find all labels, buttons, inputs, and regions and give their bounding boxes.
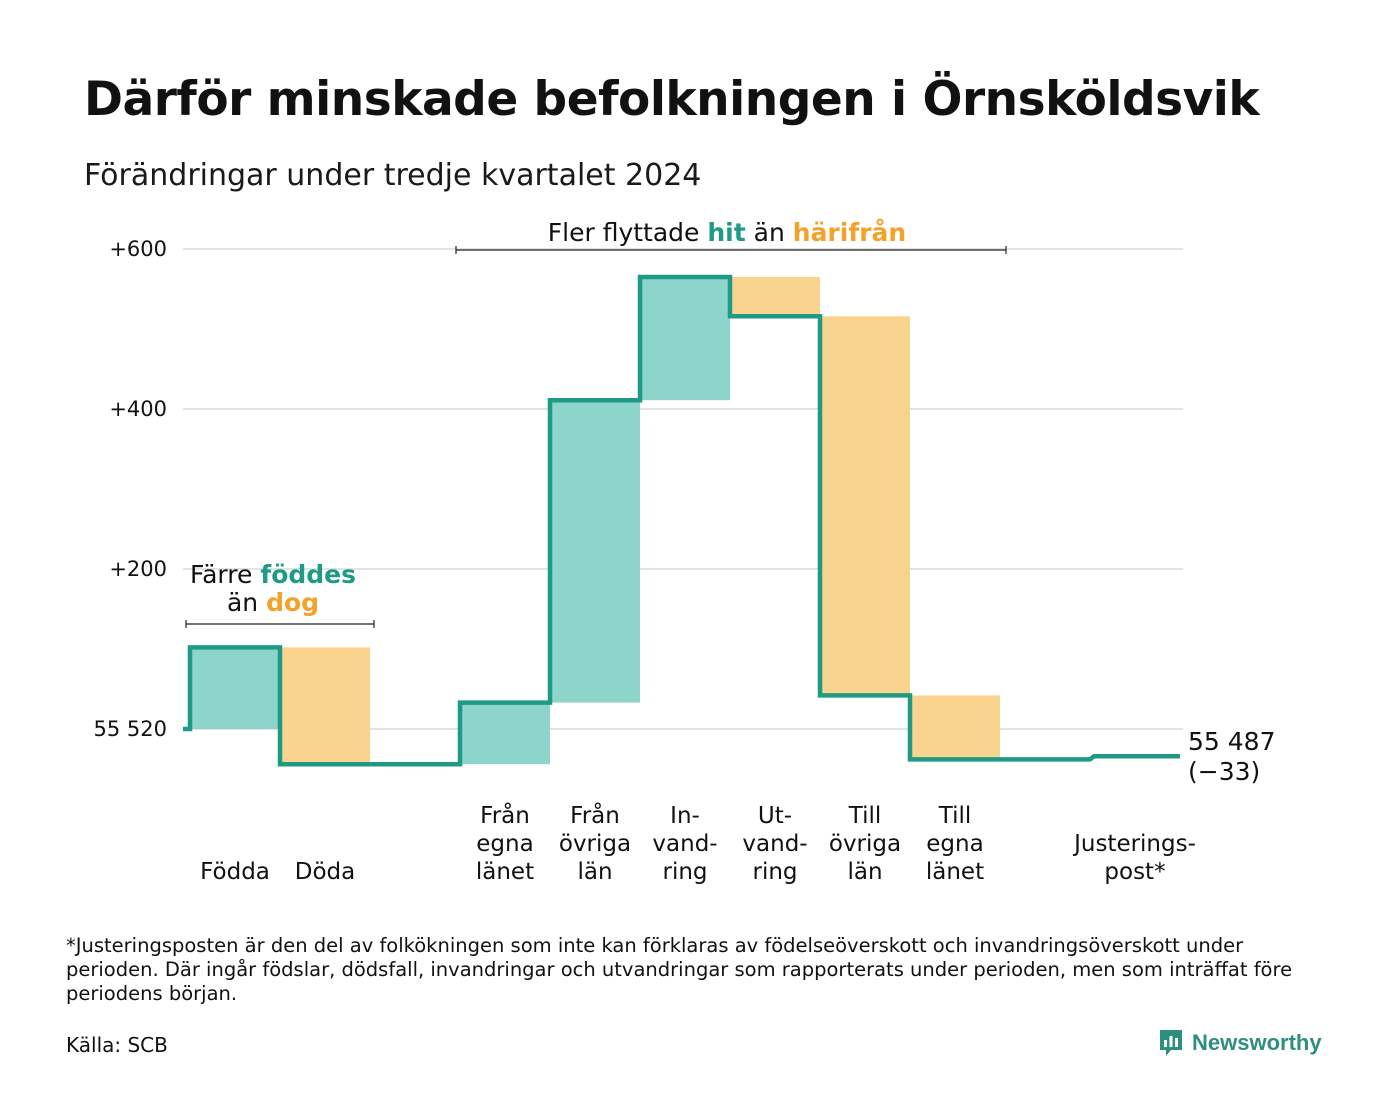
y-tick-label: +600	[109, 237, 167, 261]
x-axis-label: Födda	[200, 859, 270, 885]
x-axis-label: Till	[938, 803, 972, 829]
x-axis-label: In-	[670, 803, 700, 829]
waterfall-bar	[910, 695, 1000, 760]
x-axis-label: Från	[570, 801, 620, 829]
newsworthy-chart-bubble-icon	[1160, 1030, 1182, 1056]
x-axis-label: egna	[926, 831, 983, 857]
x-axis-label: Från	[480, 801, 530, 829]
bar-layer	[190, 277, 1000, 765]
migration-annotation-text: Fler flyttade hit än härifrån	[548, 218, 906, 247]
y-tick-label: 55 520	[94, 717, 167, 741]
x-axis-label: länet	[476, 859, 534, 885]
newsworthy-logo[interactable]: Newsworthy	[1158, 1028, 1322, 1058]
end-change-label: (−33)	[1188, 757, 1260, 786]
migration-annotation: Fler flyttade hit än härifrån	[455, 218, 1007, 254]
x-axis-label: ring	[752, 859, 797, 885]
x-axis-label: län	[577, 859, 612, 885]
y-tick-label: +400	[109, 397, 167, 421]
waterfall-bar	[730, 277, 820, 317]
waterfall-bar	[280, 647, 370, 765]
y-tick-label: +200	[109, 557, 167, 581]
end-value-label: 55 487	[1188, 727, 1275, 756]
x-axis-label: Döda	[295, 859, 355, 885]
x-axis-label: Ut-	[758, 803, 792, 829]
x-axis-label: länet	[926, 859, 984, 885]
chart-title: Därför minskade befolkningen i Örnskölds…	[84, 72, 1260, 127]
footnote: *Justeringsposten är den del av folkökni…	[66, 934, 1293, 1005]
x-axis-label: Till	[848, 803, 882, 829]
waterfall-bar	[460, 702, 550, 765]
x-axis-labels: Födda DödaFrånegnalänetFrånövrigalänIn-va…	[200, 801, 1196, 885]
x-axis-label: län	[847, 859, 882, 885]
x-axis-label: vand-	[652, 831, 717, 857]
waterfall-chart: 55 520+200+400+600 Födda DödaFrånegnaläne…	[94, 218, 1276, 885]
waterfall-bar	[190, 647, 280, 729]
x-axis-label: Justerings-	[1072, 831, 1196, 857]
births-annotation: Färre föddes än dog	[185, 560, 375, 628]
births-annotation-line2: än dog	[227, 588, 319, 617]
x-axis-label: vand-	[742, 831, 807, 857]
x-axis-label: egna	[476, 831, 533, 857]
chart-subtitle: Förändringar under tredje kvartalet 2024	[84, 158, 702, 193]
waterfall-bar	[640, 277, 730, 401]
cumulative-step-line	[183, 274, 1180, 767]
x-axis-label: övriga	[559, 831, 631, 857]
births-annotation-line1: Färre föddes	[190, 560, 356, 589]
newsworthy-logo-text: Newsworthy	[1192, 1030, 1322, 1055]
x-axis-label: övriga	[829, 831, 901, 857]
waterfall-bar	[550, 400, 640, 703]
source-label: Källa: SCB	[66, 1033, 168, 1057]
x-axis-label: ring	[662, 859, 707, 885]
x-axis-label: post*	[1104, 859, 1165, 885]
waterfall-bar	[820, 316, 910, 696]
y-axis-ticks: 55 520 +200 +400 +600	[94, 237, 167, 741]
